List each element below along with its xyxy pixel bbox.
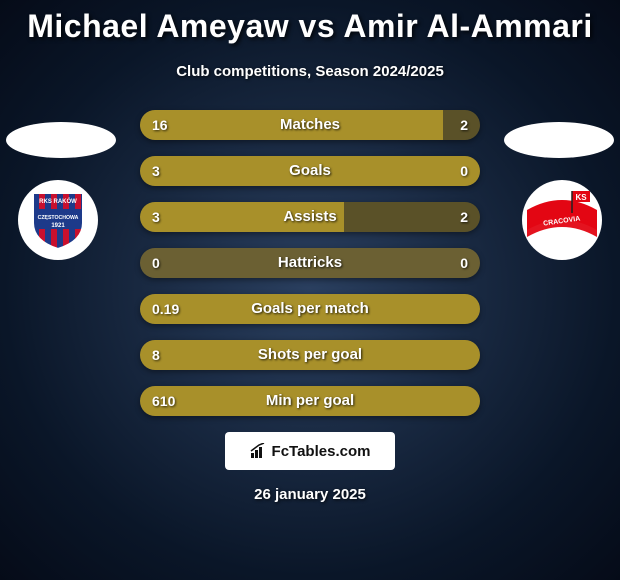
stat-value-right: 0 xyxy=(448,156,480,186)
stat-row: 30Goals xyxy=(140,156,480,186)
svg-text:KS: KS xyxy=(575,193,587,202)
cracovia-crest-icon: KS CRACOVIA xyxy=(527,185,597,255)
stats-list: 162Matches30Goals32Assists00Hattricks0.1… xyxy=(140,110,480,416)
chart-icon xyxy=(250,443,268,459)
date-text: 26 january 2025 xyxy=(0,486,620,503)
stat-value-right: 0 xyxy=(448,248,480,278)
stat-fill-left xyxy=(140,386,480,416)
stat-row: 162Matches xyxy=(140,110,480,140)
team-crest-left: RKS RAKÓW CZĘSTOCHOWA 1921 xyxy=(18,180,98,260)
stat-value-left: 0.19 xyxy=(140,294,191,324)
page-title: Michael Ameyaw vs Amir Al-Ammari xyxy=(0,0,620,45)
stat-value-right: 2 xyxy=(448,110,480,140)
svg-text:CZĘSTOCHOWA: CZĘSTOCHOWA xyxy=(38,215,79,221)
stat-fill-left xyxy=(140,340,480,370)
stat-value-left: 3 xyxy=(140,156,172,186)
stat-value-left: 610 xyxy=(140,386,187,416)
stat-value-right: 2 xyxy=(448,202,480,232)
team-crest-right: KS CRACOVIA xyxy=(522,180,602,260)
stat-row: 610Min per goal xyxy=(140,386,480,416)
stat-value-right xyxy=(456,294,480,324)
stat-value-left: 0 xyxy=(140,248,172,278)
stat-row: 32Assists xyxy=(140,202,480,232)
crest-shadow-right xyxy=(504,122,614,158)
stat-value-left: 8 xyxy=(140,340,172,370)
stat-row: 0.19Goals per match xyxy=(140,294,480,324)
rakow-crest-icon: RKS RAKÓW CZĘSTOCHOWA 1921 xyxy=(27,189,89,251)
svg-text:1921: 1921 xyxy=(51,223,65,229)
stat-value-left: 16 xyxy=(140,110,180,140)
page-subtitle: Club competitions, Season 2024/2025 xyxy=(0,63,620,80)
stat-value-right xyxy=(456,386,480,416)
brand-text: FcTables.com xyxy=(272,443,371,460)
brand-badge: FcTables.com xyxy=(225,432,395,470)
stat-fill-left xyxy=(140,156,480,186)
stat-row: 00Hattricks xyxy=(140,248,480,278)
stat-value-left: 3 xyxy=(140,202,172,232)
svg-text:RKS RAKÓW: RKS RAKÓW xyxy=(39,197,77,205)
stat-row: 8Shots per goal xyxy=(140,340,480,370)
stat-value-right xyxy=(456,340,480,370)
stat-fill-left xyxy=(140,110,443,140)
crest-shadow-left xyxy=(6,122,116,158)
